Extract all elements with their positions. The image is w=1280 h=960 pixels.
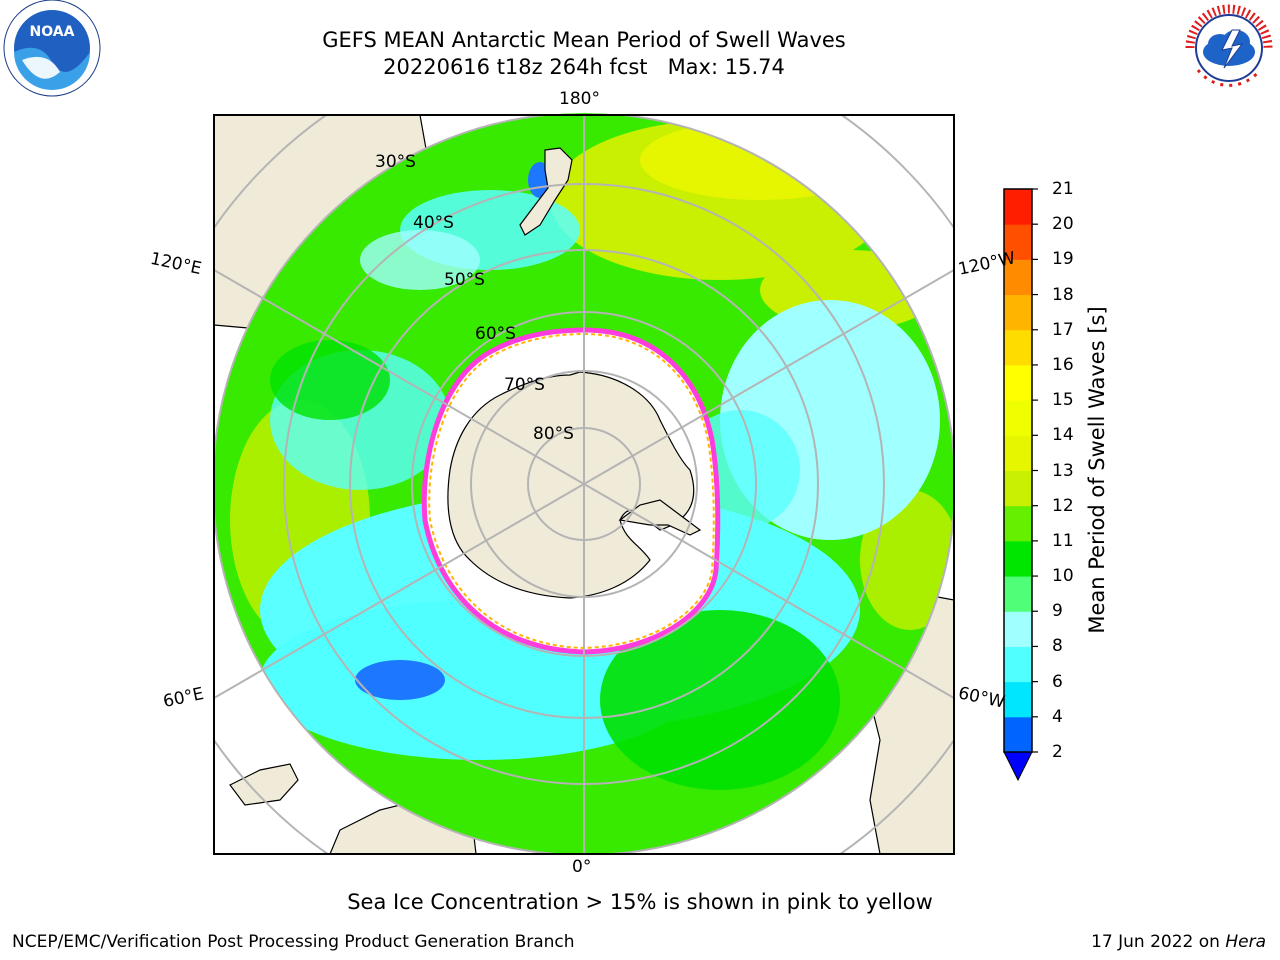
colorbar-segment xyxy=(1004,540,1032,577)
footer-credit: NCEP/EMC/Verification Post Processing Pr… xyxy=(12,932,575,952)
colorbar-tick-label: 9 xyxy=(1052,601,1063,622)
colorbar-segment xyxy=(1004,505,1032,542)
lon-label-0: 0° xyxy=(572,857,592,877)
colorbar-segment xyxy=(1004,716,1032,753)
colorbar-segment xyxy=(1004,224,1032,260)
colorbar-tick-label: 12 xyxy=(1052,495,1074,516)
lat-label-30s: 30°S xyxy=(375,152,416,172)
colorbar-tick-label: 15 xyxy=(1052,390,1074,411)
colorbar-tick-label: 10 xyxy=(1052,566,1074,587)
colorbar-segment xyxy=(1004,259,1032,296)
colorbar-segment xyxy=(1004,189,1032,225)
chart-title: GEFS MEAN Antarctic Mean Period of Swell… xyxy=(322,28,846,52)
colorbar-segment xyxy=(1004,364,1032,401)
noaa-logo-text: NOAA xyxy=(30,24,75,40)
colorbar-label: Mean Period of Swell Waves [s] xyxy=(1085,306,1109,634)
lat-label-40s: 40°S xyxy=(413,213,454,233)
colorbar-tick-label: 18 xyxy=(1052,284,1074,305)
colorbar-segment xyxy=(1004,400,1032,436)
colorbar-tick-label: 4 xyxy=(1052,706,1063,727)
colorbar-segment xyxy=(1004,646,1032,683)
nws-logo xyxy=(1178,0,1280,104)
colorbar-extend-arrow xyxy=(1003,751,1033,782)
colorbar-tick-label: 19 xyxy=(1052,249,1074,270)
noaa-logo: NOAA xyxy=(0,0,108,104)
colorbar-tick-label: 21 xyxy=(1052,179,1074,199)
colorbar-tick-label: 17 xyxy=(1052,319,1074,340)
graticule xyxy=(214,115,954,854)
new-zealand-land xyxy=(519,147,573,236)
colorbar xyxy=(1003,188,1038,782)
colorbar-tick-label: 11 xyxy=(1052,530,1074,551)
colorbar-segment xyxy=(1004,576,1032,612)
colorbar-tick-label: 13 xyxy=(1052,460,1074,481)
lat-label-70s: 70°S xyxy=(504,375,545,395)
chart-subtitle: 20220616 t18z 264h fcst Max: 15.74 xyxy=(383,55,785,79)
colorbar-segment xyxy=(1004,329,1032,366)
colorbar-segment xyxy=(1004,470,1032,507)
colorbar-tick-label: 20 xyxy=(1052,214,1074,235)
lat-label-50s: 50°S xyxy=(444,270,485,290)
colorbar-segment xyxy=(1004,294,1032,331)
colorbar-tick-label: 6 xyxy=(1052,671,1063,692)
sea-ice-note: Sea Ice Concentration > 15% is shown in … xyxy=(347,890,933,914)
footer-date-text: 17 Jun 2022 on xyxy=(1091,932,1226,952)
colorbar-tick-label: 2 xyxy=(1052,742,1063,762)
map-frame xyxy=(213,114,955,855)
footer-host: Hera xyxy=(1225,932,1266,952)
colorbar-tick-label: 8 xyxy=(1052,636,1063,657)
lon-label-180: 180° xyxy=(559,89,600,109)
colorbar-tick-label: 16 xyxy=(1052,354,1074,375)
lat-label-80s: 80°S xyxy=(533,424,574,444)
madagascar-land xyxy=(229,763,299,806)
colorbar-tick-label: 14 xyxy=(1052,425,1074,446)
colorbar-segment xyxy=(1004,681,1032,718)
lat-label-60s: 60°S xyxy=(475,324,516,344)
colorbar-segment xyxy=(1004,611,1032,647)
footer-date: 17 Jun 2022 on Hera xyxy=(1091,932,1266,952)
colorbar-segment xyxy=(1004,435,1032,471)
antarctica-land xyxy=(447,371,695,599)
